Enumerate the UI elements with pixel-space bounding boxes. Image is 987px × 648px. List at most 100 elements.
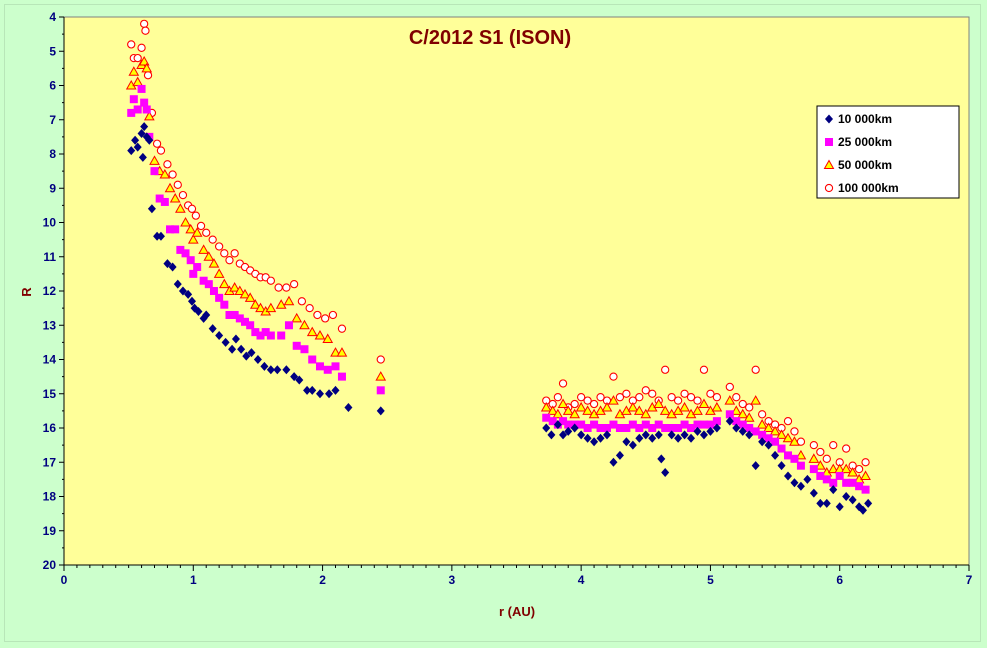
diamond-point	[376, 406, 385, 416]
square-point	[861, 485, 870, 494]
x-axis-label: r (AU)	[499, 604, 535, 619]
square-point	[641, 420, 650, 429]
diamond-point	[344, 402, 353, 412]
diamond-point	[547, 430, 556, 440]
triangle-point	[659, 405, 671, 415]
square-point	[603, 424, 611, 432]
diamond-point	[745, 430, 754, 440]
y-tick-label: 18	[43, 490, 57, 504]
circle-point	[854, 464, 864, 474]
triangle-point	[218, 278, 230, 289]
circle-point	[141, 26, 150, 35]
legend-box	[816, 105, 960, 199]
diamond-point	[699, 430, 708, 440]
circle-point	[576, 393, 586, 402]
square-point	[835, 471, 844, 480]
square-point	[220, 300, 229, 309]
circle-point	[140, 19, 149, 28]
series-0	[127, 122, 873, 515]
legend-label: 100 000km	[838, 181, 899, 195]
diamond-point	[221, 337, 230, 347]
triangle-point	[283, 295, 295, 306]
square-point	[628, 420, 637, 429]
square-point	[751, 427, 760, 436]
square-point	[181, 249, 190, 258]
diamond-point	[835, 502, 844, 512]
diamond-point	[687, 433, 696, 443]
circle-point	[553, 393, 563, 402]
diamond-point	[303, 385, 312, 395]
triangle-point	[737, 408, 749, 419]
triangle-point	[827, 463, 839, 474]
square-point	[251, 328, 260, 337]
y-tick-label: 10	[43, 216, 57, 230]
triangle-point	[860, 470, 871, 480]
x-tick-label: 5	[707, 573, 714, 587]
circle-point	[376, 355, 385, 364]
square-point	[284, 321, 293, 330]
diamond-point	[816, 498, 825, 508]
triangle-point	[776, 429, 787, 439]
triangle-point	[540, 401, 552, 412]
diamond-point	[147, 204, 156, 214]
square-point	[292, 341, 301, 350]
triangle-point	[198, 244, 209, 254]
triangle-point	[213, 268, 225, 278]
circle-point	[208, 235, 217, 244]
x-tick-label: 6	[836, 573, 843, 587]
triangle-point	[789, 436, 800, 446]
diamond-point	[858, 505, 867, 515]
square-point	[142, 105, 151, 114]
circle-point	[152, 139, 162, 148]
diamond-point	[282, 365, 291, 375]
diamond-point	[315, 389, 324, 399]
circle-point	[187, 204, 197, 213]
square-point	[693, 420, 702, 429]
square-point	[809, 465, 818, 474]
y-tick-label: 4	[49, 10, 56, 24]
triangle-point	[575, 401, 587, 412]
triangle-point	[562, 405, 574, 415]
triangle-point	[229, 282, 241, 292]
circle-point	[615, 393, 625, 402]
diamond-point	[790, 478, 799, 488]
square-point	[133, 105, 142, 114]
diamond-point	[187, 296, 196, 306]
diamond-point	[184, 289, 193, 299]
triangle-point	[169, 193, 181, 203]
diamond-point	[725, 416, 734, 426]
circle-point	[673, 396, 683, 405]
y-tick-label: 14	[43, 353, 57, 367]
square-point	[315, 362, 324, 371]
square-point	[337, 372, 346, 381]
square-point	[150, 167, 159, 176]
triangle-point	[185, 223, 197, 234]
triangle-point	[608, 395, 619, 405]
triangle-point	[159, 169, 171, 179]
circle-point	[829, 440, 838, 450]
chart-title: C/2012 S1 (ISON)	[409, 27, 571, 49]
square-point	[842, 478, 851, 487]
square-point	[784, 451, 792, 460]
square-point	[209, 287, 218, 295]
square-point	[235, 314, 244, 323]
legend-label: 25 000km	[838, 135, 892, 149]
diamond-point	[127, 146, 136, 156]
diamond-point	[208, 324, 217, 334]
diamond-point	[796, 481, 805, 491]
legend-marker	[825, 138, 833, 146]
circle-point	[156, 146, 166, 155]
circle-point	[732, 393, 741, 402]
square-point	[583, 424, 592, 432]
circle-point	[809, 440, 819, 450]
legend-marker	[824, 183, 834, 193]
diamond-point	[228, 344, 237, 354]
square-point	[376, 386, 385, 395]
square-point	[706, 420, 715, 429]
diamond-point	[542, 423, 551, 433]
triangle-point	[569, 408, 581, 419]
diamond-point	[590, 437, 599, 447]
square-point	[732, 417, 741, 426]
diamond-point	[231, 334, 240, 344]
diamond-point	[133, 142, 142, 152]
